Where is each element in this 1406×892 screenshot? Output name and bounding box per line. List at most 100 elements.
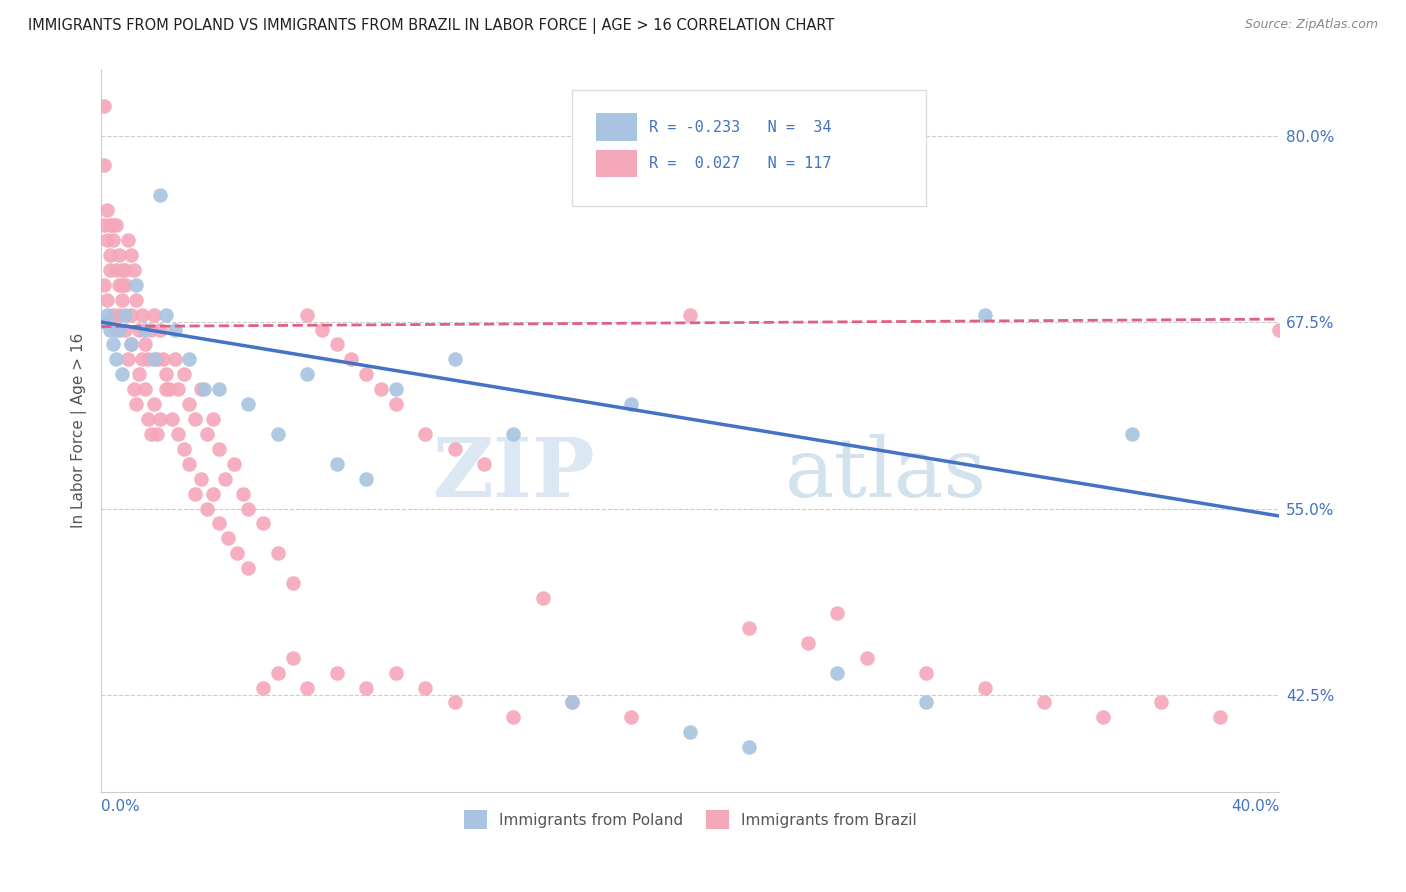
Point: [146, 427, 169, 442]
Point: [326, 457, 349, 471]
Point: [267, 427, 290, 442]
Point: [117, 233, 139, 247]
Point: [160, 412, 183, 426]
Point: [354, 681, 377, 695]
Point: [125, 277, 148, 292]
Point: [143, 308, 166, 322]
Point: [179, 397, 201, 411]
Point: [370, 382, 392, 396]
Point: [98, 248, 121, 262]
Text: R =  0.027   N = 117: R = 0.027 N = 117: [650, 156, 831, 170]
Point: [1091, 710, 1114, 724]
Point: [238, 397, 260, 411]
Point: [915, 665, 938, 680]
Point: [443, 442, 465, 456]
Point: [131, 352, 153, 367]
Point: [104, 322, 127, 336]
Point: [141, 322, 163, 336]
Point: [107, 277, 129, 292]
Point: [738, 621, 761, 635]
Point: [384, 382, 406, 396]
Point: [184, 486, 207, 500]
Point: [122, 382, 145, 396]
Point: [973, 308, 995, 322]
Point: [155, 368, 177, 382]
Point: [190, 472, 212, 486]
Point: [104, 352, 127, 367]
Point: [101, 218, 124, 232]
Point: [93, 277, 115, 292]
Point: [125, 397, 148, 411]
Point: [101, 337, 124, 351]
Point: [125, 293, 148, 307]
Point: [96, 203, 118, 218]
Point: [155, 382, 177, 396]
Point: [208, 516, 231, 531]
Point: [281, 650, 304, 665]
Point: [1209, 710, 1232, 724]
Point: [195, 427, 218, 442]
Point: [384, 397, 406, 411]
Point: [1032, 696, 1054, 710]
Point: [973, 681, 995, 695]
Point: [311, 322, 333, 336]
Point: [297, 681, 319, 695]
Point: [111, 368, 134, 382]
Point: [193, 382, 215, 396]
Point: [107, 308, 129, 322]
Point: [120, 248, 142, 262]
Text: 40.0%: 40.0%: [1230, 799, 1279, 814]
Point: [620, 397, 643, 411]
Point: [101, 308, 124, 322]
Point: [149, 412, 172, 426]
Point: [111, 277, 134, 292]
Point: [120, 337, 142, 351]
Point: [98, 218, 121, 232]
Point: [1150, 696, 1173, 710]
Point: [96, 293, 118, 307]
Point: [1121, 427, 1143, 442]
Point: [114, 277, 136, 292]
Point: [214, 472, 236, 486]
Point: [143, 397, 166, 411]
FancyBboxPatch shape: [572, 90, 927, 206]
Point: [222, 457, 245, 471]
Point: [157, 382, 180, 396]
Point: [354, 472, 377, 486]
Point: [217, 532, 239, 546]
Point: [195, 501, 218, 516]
Point: [166, 427, 188, 442]
Point: [472, 457, 495, 471]
Point: [93, 218, 115, 232]
Point: [531, 591, 554, 605]
Point: [184, 412, 207, 426]
Point: [111, 263, 134, 277]
Point: [679, 308, 702, 322]
Point: [93, 159, 115, 173]
Point: [202, 486, 225, 500]
Point: [143, 352, 166, 367]
Point: [202, 412, 225, 426]
Point: [104, 263, 127, 277]
Point: [114, 308, 136, 322]
Point: [238, 561, 260, 575]
Point: [225, 546, 247, 560]
Point: [173, 442, 195, 456]
Point: [384, 665, 406, 680]
Point: [93, 99, 115, 113]
Point: [173, 368, 195, 382]
Point: [114, 322, 136, 336]
Point: [267, 546, 290, 560]
Point: [179, 457, 201, 471]
Point: [856, 650, 879, 665]
Point: [252, 516, 274, 531]
Point: [152, 352, 174, 367]
Point: [96, 233, 118, 247]
Point: [141, 427, 163, 442]
Point: [120, 308, 142, 322]
Point: [297, 368, 319, 382]
Point: [502, 427, 524, 442]
Point: [561, 696, 583, 710]
Point: [915, 696, 938, 710]
Point: [107, 248, 129, 262]
